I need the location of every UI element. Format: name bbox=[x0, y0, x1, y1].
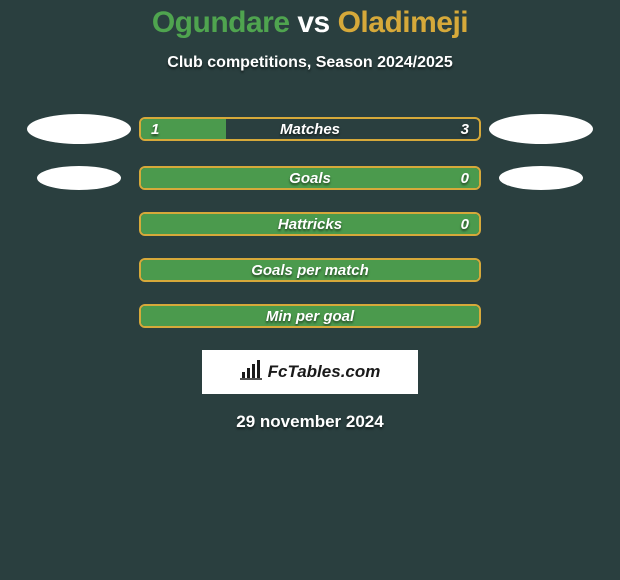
logo-box[interactable]: FcTables.com bbox=[202, 350, 418, 394]
player2-ellipse-icon bbox=[499, 166, 583, 190]
stat-row: 13Matches bbox=[0, 114, 620, 144]
left-side bbox=[19, 114, 139, 144]
player1-ellipse-icon bbox=[37, 166, 121, 190]
right-side bbox=[481, 114, 601, 144]
stat-label: Goals bbox=[141, 168, 479, 188]
player2-ellipse-icon bbox=[489, 114, 593, 144]
stat-row: 0Goals bbox=[0, 166, 620, 190]
player1-ellipse-icon bbox=[27, 114, 131, 144]
player1-name: Ogundare bbox=[152, 6, 290, 39]
stat-bar: 0Hattricks bbox=[139, 212, 481, 236]
stats-list: 13Matches 0Goals 0Hattricks Goals per match… bbox=[0, 114, 620, 328]
stat-label: Goals per match bbox=[141, 260, 479, 280]
left-side bbox=[19, 166, 139, 190]
stat-row: Goals per match bbox=[0, 258, 620, 282]
stat-label: Matches bbox=[141, 119, 479, 139]
bar-chart-icon bbox=[240, 360, 262, 385]
stat-label: Min per goal bbox=[141, 306, 479, 326]
stat-label: Hattricks bbox=[141, 214, 479, 234]
stat-bar: Min per goal bbox=[139, 304, 481, 328]
stat-row: Min per goal bbox=[0, 304, 620, 328]
stat-row: 0Hattricks bbox=[0, 212, 620, 236]
stat-bar: Goals per match bbox=[139, 258, 481, 282]
vs-word: vs bbox=[297, 6, 329, 39]
subtitle: Club competitions, Season 2024/2025 bbox=[0, 54, 620, 72]
logo-text: FcTables.com bbox=[268, 362, 381, 382]
player2-name: Oladimeji bbox=[338, 6, 469, 39]
right-side bbox=[481, 166, 601, 190]
page-title: Ogundare vs Oladimeji bbox=[0, 6, 620, 40]
stat-bar: 0Goals bbox=[139, 166, 481, 190]
stat-bar: 13Matches bbox=[139, 117, 481, 141]
comparison-card: Ogundare vs Oladimeji Club competitions,… bbox=[0, 0, 620, 432]
date-text: 29 november 2024 bbox=[0, 412, 620, 432]
